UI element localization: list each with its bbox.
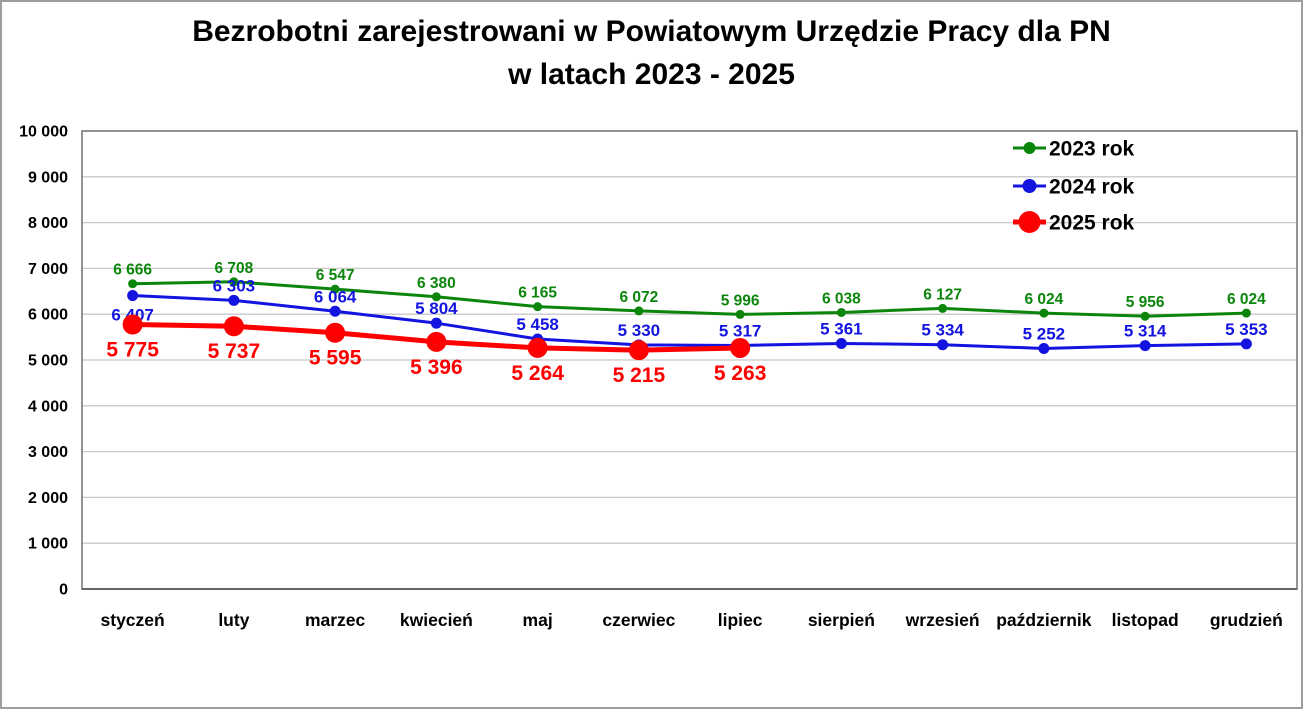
data-point-2025-rok — [325, 322, 346, 343]
x-axis-label: styczeń — [101, 610, 165, 630]
data-point-2024-rok — [1240, 338, 1252, 350]
legend-label: 2024 rok — [1049, 176, 1135, 199]
data-point-2025-rok — [426, 331, 447, 352]
data-point-2023-rok — [1140, 311, 1150, 321]
data-point-2023-rok — [431, 292, 441, 302]
data-label: 5 956 — [1126, 294, 1165, 311]
x-axis-label: maj — [523, 610, 553, 630]
y-axis-label: 8 000 — [28, 215, 68, 232]
data-point-2023-rok — [1039, 308, 1049, 318]
data-label: 5 396 — [410, 356, 463, 379]
data-point-2025-rok — [628, 340, 649, 361]
data-label: 5 317 — [719, 321, 762, 340]
data-label: 6 165 — [518, 285, 557, 302]
data-label: 5 264 — [511, 362, 564, 385]
x-axis-label: lipiec — [718, 610, 763, 630]
data-label: 6 303 — [213, 276, 256, 295]
data-point-2023-rok — [735, 309, 745, 319]
x-axis-label: marzec — [305, 610, 366, 630]
x-axis-label: grudzień — [1210, 610, 1283, 630]
data-label: 5 314 — [1124, 322, 1167, 341]
data-point-2024-rok — [228, 294, 240, 306]
data-point-2024-rok — [937, 339, 949, 351]
data-label: 6 708 — [214, 260, 253, 277]
series-line-2023-rok — [131, 280, 1248, 318]
data-label: 6 064 — [314, 287, 357, 306]
data-point-2025-rok — [223, 316, 244, 337]
legend-item-2023-rok: 2023 rok — [1013, 138, 1135, 161]
data-label: 6 547 — [316, 267, 355, 284]
data-point-2024-rok — [329, 305, 341, 317]
series-line-2024-rok — [131, 294, 1248, 350]
y-axis-label: 4 000 — [28, 398, 68, 415]
data-label: 6 038 — [822, 290, 861, 307]
legend-marker-dot — [1022, 179, 1037, 193]
data-label: 6 024 — [1227, 291, 1266, 308]
data-label: 5 252 — [1023, 324, 1066, 343]
data-label: 5 263 — [714, 362, 767, 385]
data-label: 6 380 — [417, 275, 456, 292]
data-point-2024-rok — [835, 337, 847, 349]
data-label: 5 458 — [516, 315, 559, 334]
data-point-2025-rok — [122, 314, 143, 335]
data-label: 5 330 — [618, 321, 661, 340]
x-axis-label: luty — [218, 610, 249, 630]
data-point-2025-rok — [527, 337, 548, 358]
x-axis-label: sierpień — [808, 610, 875, 630]
y-axis-label: 7 000 — [28, 261, 68, 278]
data-label: 5 353 — [1225, 320, 1268, 339]
y-axis-label: 3 000 — [28, 444, 68, 461]
legend-marker-dot — [1018, 211, 1041, 233]
chart-title-line-2: w latach 2023 - 2025 — [508, 58, 795, 91]
data-label: 5 595 — [309, 347, 362, 370]
data-point-2023-rok — [128, 279, 138, 289]
y-axis-label: 9 000 — [28, 169, 68, 186]
data-label: 5 334 — [921, 321, 964, 340]
x-axis-label: czerwiec — [602, 610, 675, 630]
chart-title-line-1: Bezrobotni zarejestrowani w Powiatowym U… — [192, 15, 1111, 48]
y-axis-label: 5 000 — [28, 353, 68, 370]
data-point-2024-rok — [1038, 342, 1050, 354]
data-point-2023-rok — [836, 307, 846, 317]
x-axis-label: wrzesień — [905, 610, 980, 630]
data-point-2023-rok — [938, 303, 948, 313]
legend-item-2024-rok: 2024 rok — [1013, 176, 1135, 199]
x-axis-label: listopad — [1112, 610, 1179, 630]
x-axis-label: październik — [996, 610, 1092, 630]
data-point-2025-rok — [730, 337, 751, 358]
legend-label: 2025 rok — [1049, 212, 1135, 235]
data-point-2024-rok — [1139, 340, 1151, 352]
data-label: 5 775 — [106, 339, 159, 362]
data-label: 5 361 — [820, 319, 863, 338]
data-label: 6 127 — [923, 286, 962, 303]
data-label: 6 666 — [113, 262, 152, 279]
legend-item-2025-rok: 2025 rok — [1013, 211, 1135, 235]
y-axis-label: 6 000 — [28, 307, 68, 324]
y-axis-label: 2 000 — [28, 490, 68, 507]
data-point-2024-rok — [430, 317, 442, 329]
x-axis-label: kwiecień — [400, 610, 473, 630]
data-point-2023-rok — [1241, 308, 1251, 318]
data-label: 5 215 — [613, 364, 666, 387]
legend-label: 2023 rok — [1049, 138, 1135, 161]
y-axis-label: 1 000 — [28, 536, 68, 553]
data-point-2023-rok — [229, 277, 239, 287]
data-label: 6 024 — [1024, 291, 1063, 308]
y-axis-label: 0 — [59, 582, 68, 599]
data-label: 5 996 — [721, 292, 760, 309]
data-point-2024-rok — [127, 290, 139, 302]
data-point-2023-rok — [330, 284, 340, 294]
data-label: 6 072 — [619, 289, 658, 306]
data-label: 5 737 — [208, 340, 261, 363]
y-axis-label: 10 000 — [19, 124, 68, 141]
data-label: 5 804 — [415, 299, 458, 318]
data-point-2023-rok — [533, 302, 543, 312]
data-point-2023-rok — [634, 306, 644, 316]
legend-marker-dot — [1023, 142, 1036, 154]
